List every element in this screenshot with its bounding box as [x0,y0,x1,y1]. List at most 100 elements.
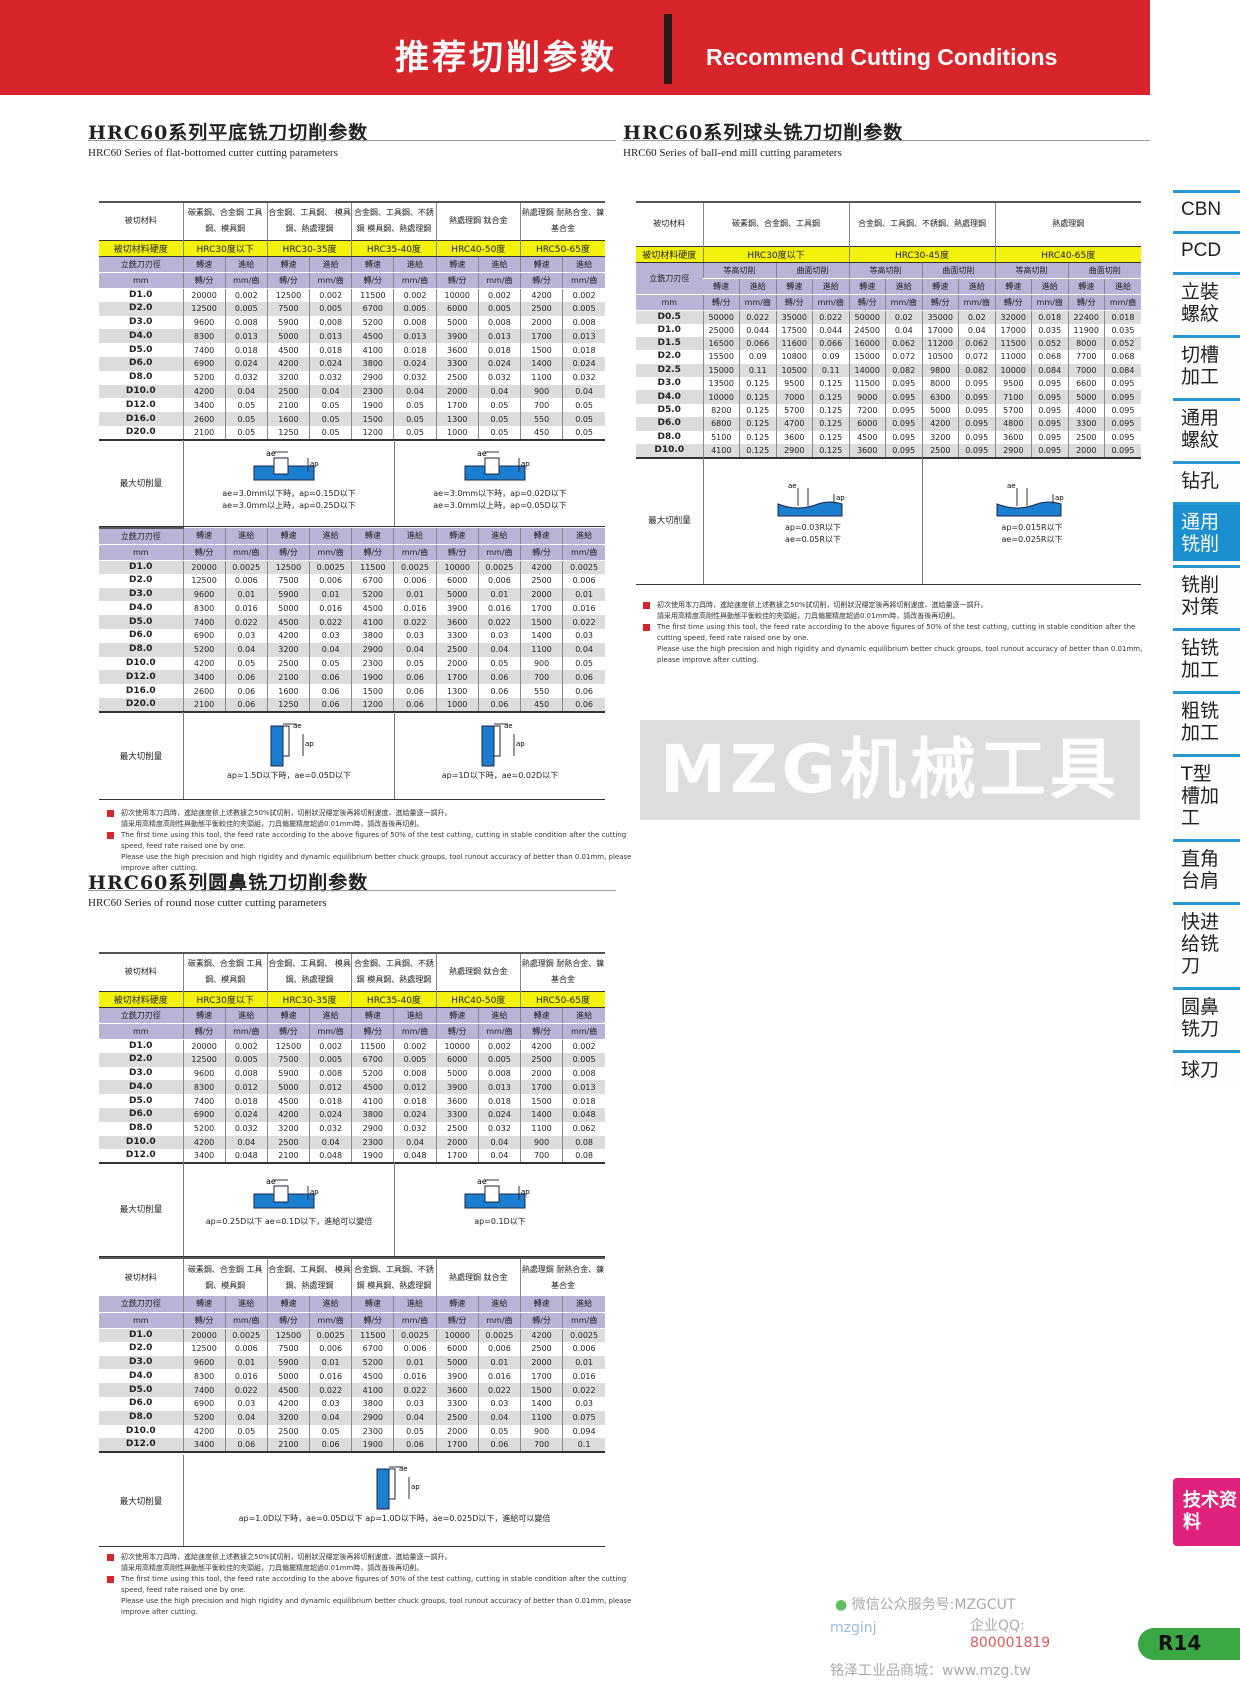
mat-row: 被切材料 碳素鋼、合金鋼 工具鋼、模具鋼 合金鋼、工具鋼、 模具鋼、熱處理鋼 合金鋼、… [99,201,605,240]
diameter-cell: D2.0 [99,1052,183,1067]
feed-cell: 0.04 [224,1410,268,1425]
feed-cell: 0.008 [309,1066,352,1081]
feed-cell: 0.016 [393,1369,437,1384]
cutting-diagram: ae ap ap=0.1D以下 [394,1162,605,1256]
feed-cell: 0.006 [393,1341,437,1356]
bullet-icon [107,1576,114,1583]
feed-cell: 0.022 [562,1383,605,1397]
feed-cell: 0.002 [309,1039,352,1053]
diameter-cell: D2.0 [657,351,681,362]
speed-cell: 3200 [266,642,310,657]
feed-cell: 0.04 [958,323,995,337]
speed-cell: 4500 [351,329,394,344]
speed-unit: 轉/分 [182,1023,226,1040]
sidebar-item[interactable]: 通用螺紋 [1173,398,1240,457]
speed-cell: 5200 [351,1066,394,1081]
speed-cell: 3600 [435,1383,479,1397]
table-row: D2.0 12500 0.006 7500 0.006 6700 0.006 6000 0.00… [99,573,605,588]
sidebar-item[interactable]: 通用铣削 [1173,502,1240,561]
feed-cell: 0.04 [224,1135,268,1150]
sidebar-item[interactable]: 立裝螺紋 [1173,272,1240,331]
speed-cell: 3300 [435,356,479,371]
sidebar-item-label: PCD [1181,240,1222,261]
sidebar-item[interactable]: 切槽加工 [1173,335,1240,394]
table-row: D10.0 4200 0.04 2500 0.04 2300 0.04 2000 0.04 900… [99,384,605,399]
diameter-cell: D4.0 [129,602,153,613]
sidebar-item[interactable]: 铣削对策 [1173,565,1240,624]
feed-cell: 0.006 [477,1341,521,1356]
table-row: D0.5 50000 0.022 35000 0.022 50000 0.02 35000 0.… [636,310,1141,324]
sidebar-item[interactable]: 直角台肩 [1173,839,1240,898]
feed-header: 進給 [224,528,268,545]
feed-cell: 0.06 [562,670,605,685]
sidebar-item[interactable]: 快进给铣刀 [1173,902,1240,983]
speed-cell: 5900 [266,1066,310,1081]
speed-unit: 轉/分 [182,272,226,289]
speed-cell: 16000 [848,336,886,351]
svg-text:ap: ap [310,1188,319,1196]
speed-header: 轉速 [435,528,479,545]
speed-cell: 10800 [775,350,813,364]
speed-cell: 4500 [266,1383,310,1397]
material-group: 熱處理鋼 鈦合金 [435,201,521,240]
speed-cell: 5000 [266,329,310,344]
sidebar-item-label: 直角台肩 [1181,848,1220,892]
feed-cell: 0.005 [562,1052,605,1067]
speed-cell: 4500 [266,1094,310,1108]
speed-header: 轉速 [351,256,394,273]
feed-cell: 0.018 [393,1094,437,1108]
feed-cell: 0.072 [958,350,995,364]
sidebar-item-label: 通用螺紋 [1181,407,1220,451]
sub-row: mm 轉/分 mm/齒 轉/分 mm/齒 轉/分 mm/齒 轉/分 mm/齒 轉/分 mm/齒 [99,1312,605,1329]
speed-cell: 9600 [182,315,226,330]
svg-text:ap: ap [521,1188,530,1196]
feed-cell: 0.06 [477,670,521,685]
speed-cell: 6000 [435,1341,479,1356]
sidebar-item[interactable]: 粗铣加工 [1173,691,1240,750]
feed-cell: 0.03 [477,628,521,643]
speed-cell: 900 [519,1135,563,1150]
sidebar-item[interactable]: PCD [1173,231,1240,268]
svg-text:ap: ap [310,460,319,468]
speed-cell: 5000 [266,601,310,616]
speed-cell: 1900 [351,670,394,685]
speed-cell: 2100 [266,670,310,685]
diameter-cell: D3.0 [129,1067,153,1078]
feed-cell: 0.044 [812,323,849,337]
feed-cell: 0.04 [309,1410,352,1425]
diameter-cell: D8.0 [129,1123,153,1134]
speed-cell: 5000 [1067,390,1105,404]
sidebar-item-label: 球刀 [1181,1059,1220,1081]
sidebar-item[interactable]: 球刀 [1173,1050,1240,1087]
feed-cell: 0.095 [958,377,995,391]
feed-cell: 0.11 [739,363,776,378]
hardness-range: HRC30-45度 [848,245,995,263]
table-row: D2.5 15000 0.11 10500 0.11 14000 0.082 9800 0.08… [636,363,1141,378]
feed-cell: 0.018 [1031,310,1068,324]
table-row: D6.0 6900 0.03 4200 0.03 3800 0.03 3300 0.03 1400… [99,628,605,643]
sidebar-item[interactable]: 钻铣加工 [1173,628,1240,687]
material-group: 熱處理鋼 耐熱合金、鎳基合金 [520,1257,605,1296]
speed-cell: 32000 [994,310,1032,324]
feed-unit: mm/齒 [562,1312,605,1329]
speed-cell: 3800 [351,1107,394,1122]
sidebar-item[interactable]: 圆鼻铣刀 [1173,987,1240,1046]
speed-cell: 3400 [182,670,226,685]
speed-cell: 2500 [519,573,563,588]
sidebar-item-label: 圆鼻铣刀 [1181,996,1220,1040]
table-row: D1.0 20000 0.002 12500 0.002 11500 0.002 10000 0… [99,1039,605,1053]
table-row: D10.0 4200 0.05 2500 0.05 2300 0.05 2000 0.05 900… [99,1424,605,1439]
feed-unit: mm/齒 [562,272,605,289]
sidebar-item[interactable]: CBN [1173,190,1240,227]
speed-header: 轉速 [266,528,310,545]
speed-header: 轉速 [435,1007,479,1024]
sidebar-item[interactable]: T型槽加工 [1173,754,1240,835]
feed-cell: 0.024 [224,356,268,371]
sidebar-item[interactable]: 钻孔 [1173,461,1240,498]
speed-cell: 6900 [182,356,226,371]
feed-header: 進給 [562,1296,605,1313]
feed-cell: 0.013 [477,1080,521,1095]
feed-cell: 0.005 [224,1052,268,1067]
tech-info-tab[interactable]: 技术资料 [1173,1478,1240,1546]
speed-header: 轉速 [519,1007,563,1024]
